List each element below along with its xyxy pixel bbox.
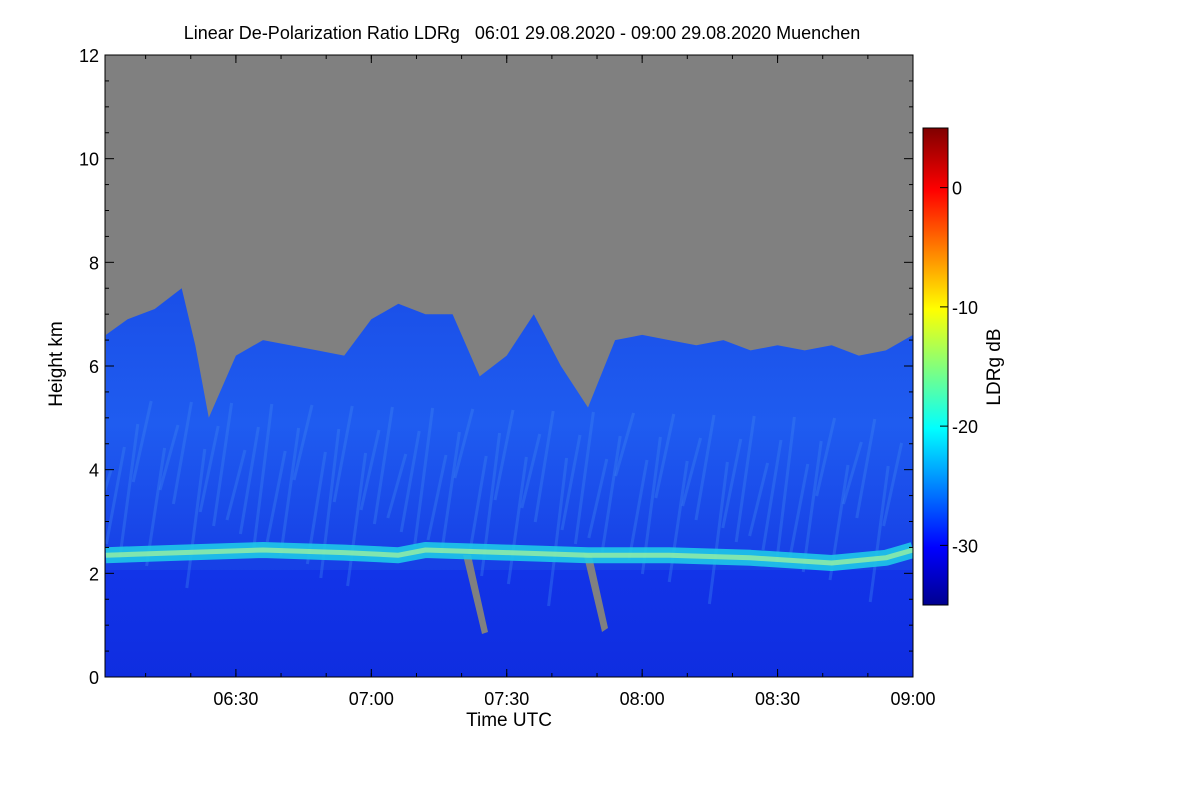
ldr-streak <box>359 429 381 511</box>
x-tick-label: 07:30 <box>484 689 529 709</box>
chart-title: Linear De-Polarization Ratio LDRg 06:01 … <box>184 23 860 43</box>
ldr-layer-core <box>105 547 913 566</box>
ldr-streak <box>573 411 595 545</box>
x-tick-label: 09:00 <box>890 689 935 709</box>
y-tick-label: 2 <box>89 564 99 584</box>
ldr-streak <box>105 469 113 496</box>
x-tick-label: 06:30 <box>213 689 258 709</box>
x-tick-label: 07:00 <box>349 689 394 709</box>
ldr-streak <box>868 465 890 603</box>
ldr-streaks <box>105 400 904 607</box>
y-tick-label: 4 <box>89 461 99 481</box>
x-axis-label: Time UTC <box>466 710 552 731</box>
y-tick-label: 8 <box>89 253 99 273</box>
ldr-streak <box>734 415 756 543</box>
ldr-streak <box>332 405 354 503</box>
ldr-streak <box>439 431 461 555</box>
ldr-streak <box>815 417 837 497</box>
ldr-streak <box>506 456 528 585</box>
ldr-streak <box>105 446 126 545</box>
colorbar-axis: 0 -10 -20 -30 <box>940 179 978 556</box>
ldr-streak <box>158 424 180 491</box>
no-data-gap <box>583 552 608 632</box>
ldr-streak <box>841 441 863 505</box>
ldr-streak <box>413 407 435 547</box>
ldr-streak <box>493 409 515 501</box>
ldr-streak <box>761 439 783 551</box>
ldr-streak <box>238 426 260 535</box>
ldr-streak <box>654 413 676 499</box>
ldr-streak <box>533 410 555 523</box>
ldr-low-field <box>105 570 913 677</box>
ldr-streak <box>386 453 408 519</box>
y-axis: 0 2 4 6 8 10 12 <box>79 46 913 688</box>
ldr-streak <box>855 418 877 519</box>
colorbar-tick-label: 0 <box>952 179 962 199</box>
ldr-streak <box>131 400 153 483</box>
ldr-streak <box>171 401 193 505</box>
ldr-streak <box>346 452 368 587</box>
colorbar-label: LDRg dB <box>984 328 1005 405</box>
ldr-streak <box>372 406 394 525</box>
ldr-streak <box>453 408 475 479</box>
ldr-streak <box>426 454 448 541</box>
ldr-streak <box>707 461 729 605</box>
ldr-streak <box>614 412 636 477</box>
y-tick-label: 0 <box>89 668 99 688</box>
ldr-streak <box>265 450 287 543</box>
plot-area <box>105 55 913 677</box>
ldr-streak <box>520 433 542 509</box>
ldr-streak <box>627 459 649 561</box>
colorbar-tick-label: -20 <box>952 417 978 437</box>
colorbar-tick-label: -30 <box>952 536 978 556</box>
ldr-streak <box>547 457 569 607</box>
ldr-streak <box>882 442 904 527</box>
ldr-streak <box>198 425 220 513</box>
x-axis: 06:30 07:00 07:30 08:00 08:30 09:00 <box>145 55 936 709</box>
ldr-streak <box>694 414 716 521</box>
ldr-streak <box>681 437 703 507</box>
ldr-streak <box>185 448 207 589</box>
x-tick-label: 08:00 <box>620 689 665 709</box>
ldr-streak <box>118 423 140 559</box>
no-data-gap <box>463 555 488 634</box>
colorbar <box>922 127 949 606</box>
ldr-streak <box>721 438 743 529</box>
ldr-streak <box>225 449 247 521</box>
y-axis-label: Height km <box>46 321 67 407</box>
ldr-streak <box>748 462 770 537</box>
ldr-streak <box>774 416 796 565</box>
x-tick-label: 08:30 <box>755 689 800 709</box>
colorbar-tick-label: -10 <box>952 298 978 318</box>
ldr-streak <box>279 427 301 557</box>
y-tick-label: 10 <box>79 150 99 170</box>
ldr-streak <box>600 435 622 553</box>
y-tick-label: 12 <box>79 46 99 66</box>
ldr-streak <box>212 402 234 527</box>
ldr-streak <box>292 404 314 481</box>
ldr-streak <box>399 430 421 533</box>
y-tick-label: 6 <box>89 357 99 377</box>
ldr-streak <box>801 440 823 573</box>
ldr-streak <box>252 403 274 549</box>
ldr-streak <box>560 434 582 531</box>
ldr-streak <box>788 463 810 559</box>
ldr-streak <box>587 458 609 539</box>
